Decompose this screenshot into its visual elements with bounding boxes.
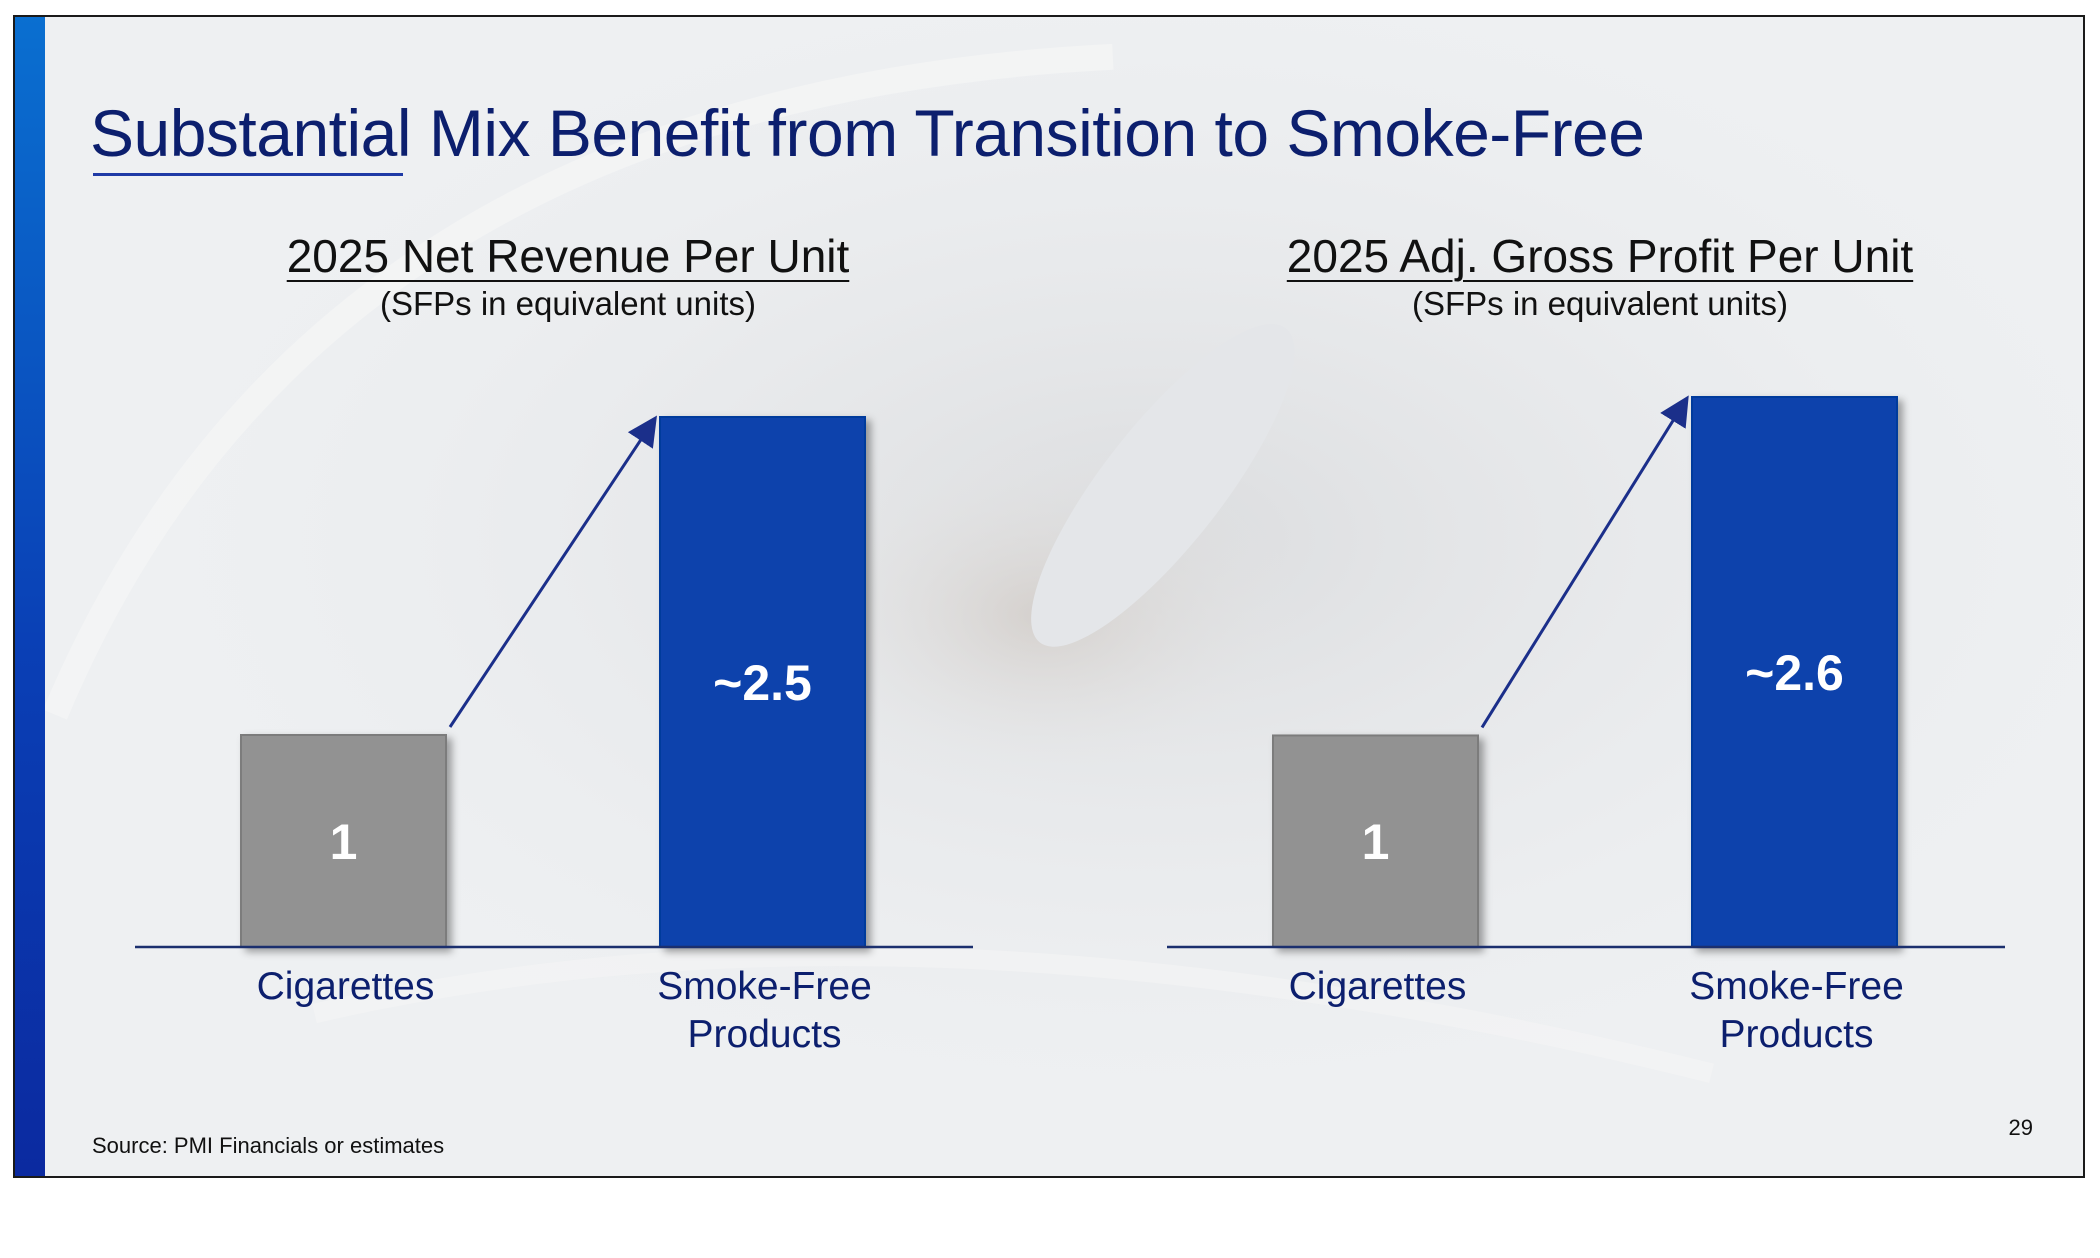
bar-cigarettes [1272, 734, 1479, 949]
category-label: Products [688, 1013, 842, 1056]
slide: Substantial Mix Benefit from Transition … [13, 15, 2085, 1178]
category-label: Cigarettes [257, 965, 435, 1008]
chart-1-title: 2025 Net Revenue Per Unit [286, 230, 850, 282]
category-label: Products [1720, 1013, 1874, 1056]
chart-1-subtitle: (SFPs in equivalent units) [379, 285, 756, 322]
slide-title: Substantial Mix Benefit from Transition … [90, 96, 1645, 170]
category-label: Smoke-Free [657, 965, 872, 1008]
category-label: Smoke-Free [1689, 965, 1904, 1008]
bar-cigarettes [240, 734, 447, 948]
title-underline [93, 173, 403, 176]
bar-value-label: 1 [330, 814, 358, 870]
page-number: 29 [2008, 1115, 2033, 1140]
chart-2-plot: 1 Cigarettes ~2.6 Smoke-Free Products [1167, 395, 2005, 1056]
bar-value-label: ~2.5 [713, 655, 812, 711]
bar-value-label: 1 [1362, 814, 1390, 870]
bar-smoke-free [659, 416, 866, 948]
growth-arrow [1480, 395, 1689, 729]
category-label: Cigarettes [1289, 965, 1467, 1008]
accent-bar [15, 17, 45, 1176]
chart-1-plot: 1 Cigarettes ~2.5 Smoke-Free Products [135, 415, 973, 1056]
bar-value-label: ~2.6 [1745, 645, 1844, 701]
chart-2-subtitle: (SFPs in equivalent units) [1411, 285, 1788, 322]
growth-arrow [448, 415, 657, 728]
chart-2-title: 2025 Adj. Gross Profit Per Unit [1286, 230, 1914, 282]
source-note: Source: PMI Financials or estimates [92, 1133, 445, 1158]
